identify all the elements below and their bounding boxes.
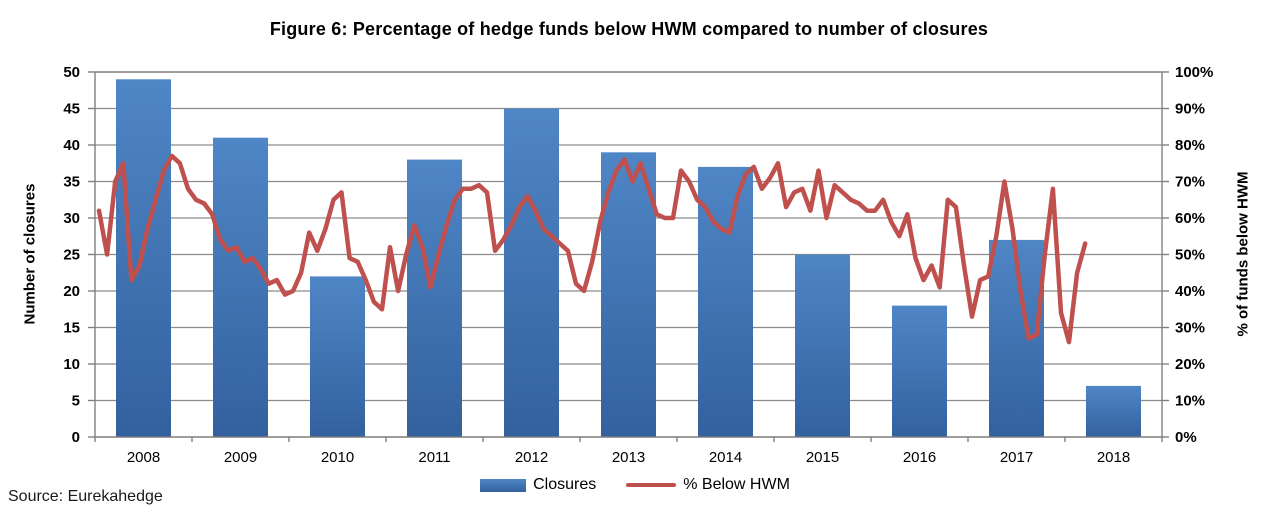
left-tick-label: 45 [63, 101, 80, 118]
bar-2009 [213, 137, 268, 437]
left-tick-label: 5 [72, 393, 80, 410]
year-label: 2016 [903, 449, 936, 466]
right-tick-label: 100% [1175, 64, 1213, 81]
year-label: 2009 [224, 449, 257, 466]
bar-2015 [795, 254, 850, 437]
left-tick-label: 20 [63, 283, 80, 300]
left-tick-label: 10 [63, 356, 80, 373]
right-tick-label: 20% [1175, 356, 1205, 373]
right-tick-label: 0% [1175, 429, 1197, 446]
year-label: 2015 [806, 449, 839, 466]
bar-2012 [504, 108, 559, 437]
bar-2010 [310, 276, 365, 437]
legend-item-pct-below-hwm: % Below HWM [626, 476, 790, 494]
pct-below-hwm-swatch-icon [626, 483, 677, 487]
right-tick-label: 90% [1175, 101, 1205, 118]
year-label: 2012 [515, 449, 548, 466]
bar-2018 [1086, 385, 1141, 437]
year-label: 2017 [1000, 449, 1033, 466]
right-tick-label: 40% [1175, 283, 1205, 300]
right-tick-label: 70% [1175, 174, 1205, 191]
left-tick-label: 25 [63, 247, 80, 264]
year-label: 2010 [321, 449, 354, 466]
year-label: 2013 [612, 449, 645, 466]
source-note: Source: Eurekahedge [8, 488, 163, 505]
left-tick-label: 30 [63, 210, 80, 227]
chart-legend: Closures % Below HWM [0, 474, 1270, 496]
right-tick-label: 60% [1175, 210, 1205, 227]
bar-2008 [116, 79, 171, 438]
year-label: 2008 [127, 449, 160, 466]
chart-title: Figure 6: Percentage of hedge funds belo… [269, 19, 989, 39]
left-tick-label: 0 [72, 429, 80, 446]
left-tick-label: 15 [63, 320, 80, 337]
left-tick-label: 50 [63, 64, 80, 81]
right-tick-label: 30% [1175, 320, 1205, 337]
closures-bars [116, 79, 1141, 438]
axis-ticks [88, 71, 1169, 442]
pct-below-hwm-line [96, 153, 1088, 345]
legend-item-closures: Closures [480, 476, 596, 494]
bar-2016 [892, 305, 947, 437]
legend-closures-label: Closures [533, 476, 597, 493]
right-tick-label: 80% [1175, 137, 1205, 154]
bar-2013 [601, 152, 656, 438]
left-tick-label: 40 [63, 137, 80, 154]
closures-swatch-icon [480, 478, 527, 492]
right-tick-label: 10% [1175, 393, 1205, 410]
left-tick-label: 35 [63, 174, 80, 191]
year-label: 2014 [709, 449, 742, 466]
right-tick-label: 50% [1175, 247, 1205, 264]
right-axis-title: % of funds below HWM [1234, 171, 1252, 337]
legend-pct-label: % Below HWM [683, 476, 790, 493]
axis-tick-labels: 0 5 10 15 20 25 30 35 40 45 50 0% 10% 20% 30% 40% 50% 60%… [63, 64, 1213, 466]
left-axis-title: Number of closures [21, 183, 39, 325]
year-label: 2018 [1097, 449, 1130, 466]
year-label: 2011 [418, 449, 450, 466]
